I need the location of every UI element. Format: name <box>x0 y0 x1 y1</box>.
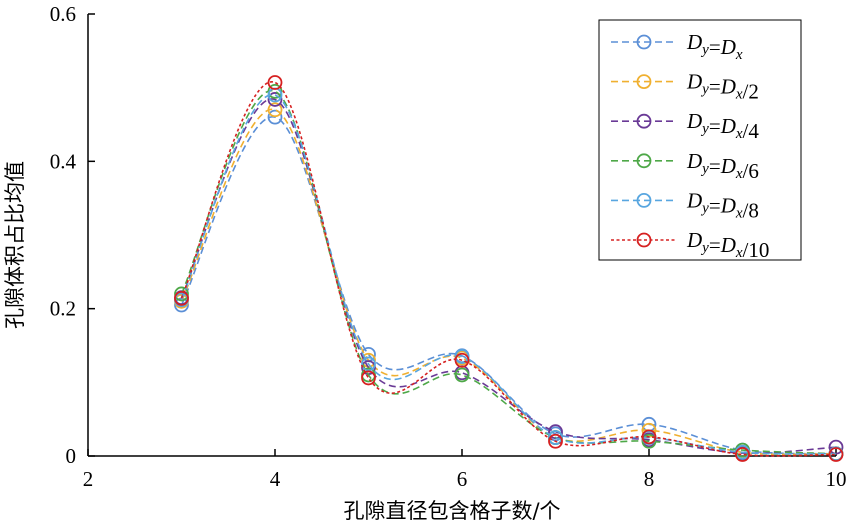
legend-label: Dy=Dx <box>686 30 743 63</box>
data-point <box>548 433 563 449</box>
series-line <box>180 81 837 457</box>
series-6 <box>174 75 844 462</box>
legend-item: Dy=Dx <box>611 30 743 63</box>
y-tick-label: 0.6 <box>50 2 76 26</box>
x-tick-label: 6 <box>457 467 468 491</box>
legend-label: Dy=Dx/4 <box>686 109 759 143</box>
data-point <box>828 447 844 462</box>
series-group <box>174 75 844 462</box>
data-point <box>641 429 657 445</box>
data-point <box>548 430 563 445</box>
legend-label: Dy=Dx/8 <box>686 188 759 222</box>
data-point <box>267 92 283 107</box>
legend-label: Dy=Dx/2 <box>686 70 759 104</box>
data-point <box>641 433 657 449</box>
y-tick-label: 0.2 <box>50 297 76 321</box>
data-point <box>267 109 283 125</box>
data-point <box>174 286 189 302</box>
legend-item: Dy=Dx/6 <box>611 149 759 183</box>
legend-item: Dy=Dx/10 <box>611 228 769 262</box>
legend-swatch-marker <box>636 34 652 50</box>
plot-area: 2 4 6 8 10 0 0.2 0.4 0.6 <box>50 2 847 491</box>
y-tick-label: 0 <box>66 444 77 468</box>
x-axis-title: 孔隙直径包含格子数/个 <box>343 499 560 523</box>
data-point <box>454 352 470 368</box>
x-tick-label: 8 <box>644 467 655 491</box>
legend-swatch-marker <box>636 192 652 208</box>
legend-swatch-marker <box>636 153 652 169</box>
legend-item: Dy=Dx/8 <box>611 188 759 222</box>
data-point <box>454 367 470 383</box>
y-tick-label: 0.4 <box>50 149 77 173</box>
data-point <box>828 439 844 455</box>
legend-swatch-marker <box>636 113 652 129</box>
data-point <box>174 290 189 306</box>
legend-label: Dy=Dx/6 <box>686 149 759 183</box>
legend-item: Dy=Dx/2 <box>611 70 759 104</box>
data-point <box>267 102 283 118</box>
x-tick-label: 4 <box>270 467 281 491</box>
legend-swatch-marker <box>636 74 652 89</box>
legend-swatch-marker <box>636 232 652 248</box>
data-point <box>267 83 283 99</box>
legend-box <box>598 19 802 261</box>
legend: Dy=Dx Dy=Dx/2 Dy=Dx/4 Dy=Dx/6 Dy=Dx/8 Dy=Dx/1… <box>598 19 802 262</box>
data-point <box>454 349 470 364</box>
y-axis-ticks: 0 0.2 0.4 0.6 <box>50 2 95 468</box>
x-tick-label: 2 <box>83 467 94 491</box>
legend-items: Dy=Dx Dy=Dx/2 Dy=Dx/4 Dy=Dx/6 Dy=Dx/8 Dy=Dx/1… <box>611 30 769 262</box>
legend-item: Dy=Dx/4 <box>611 109 759 143</box>
data-point <box>361 356 376 372</box>
y-axis-title: 孔隙体积占比均值 <box>3 161 27 329</box>
data-point <box>361 370 376 386</box>
x-tick-label: 10 <box>826 467 847 491</box>
legend-label: Dy=Dx/10 <box>686 228 769 262</box>
data-point <box>735 447 750 462</box>
data-point <box>267 75 283 90</box>
x-axis-ticks: 2 4 6 8 10 <box>83 449 847 491</box>
